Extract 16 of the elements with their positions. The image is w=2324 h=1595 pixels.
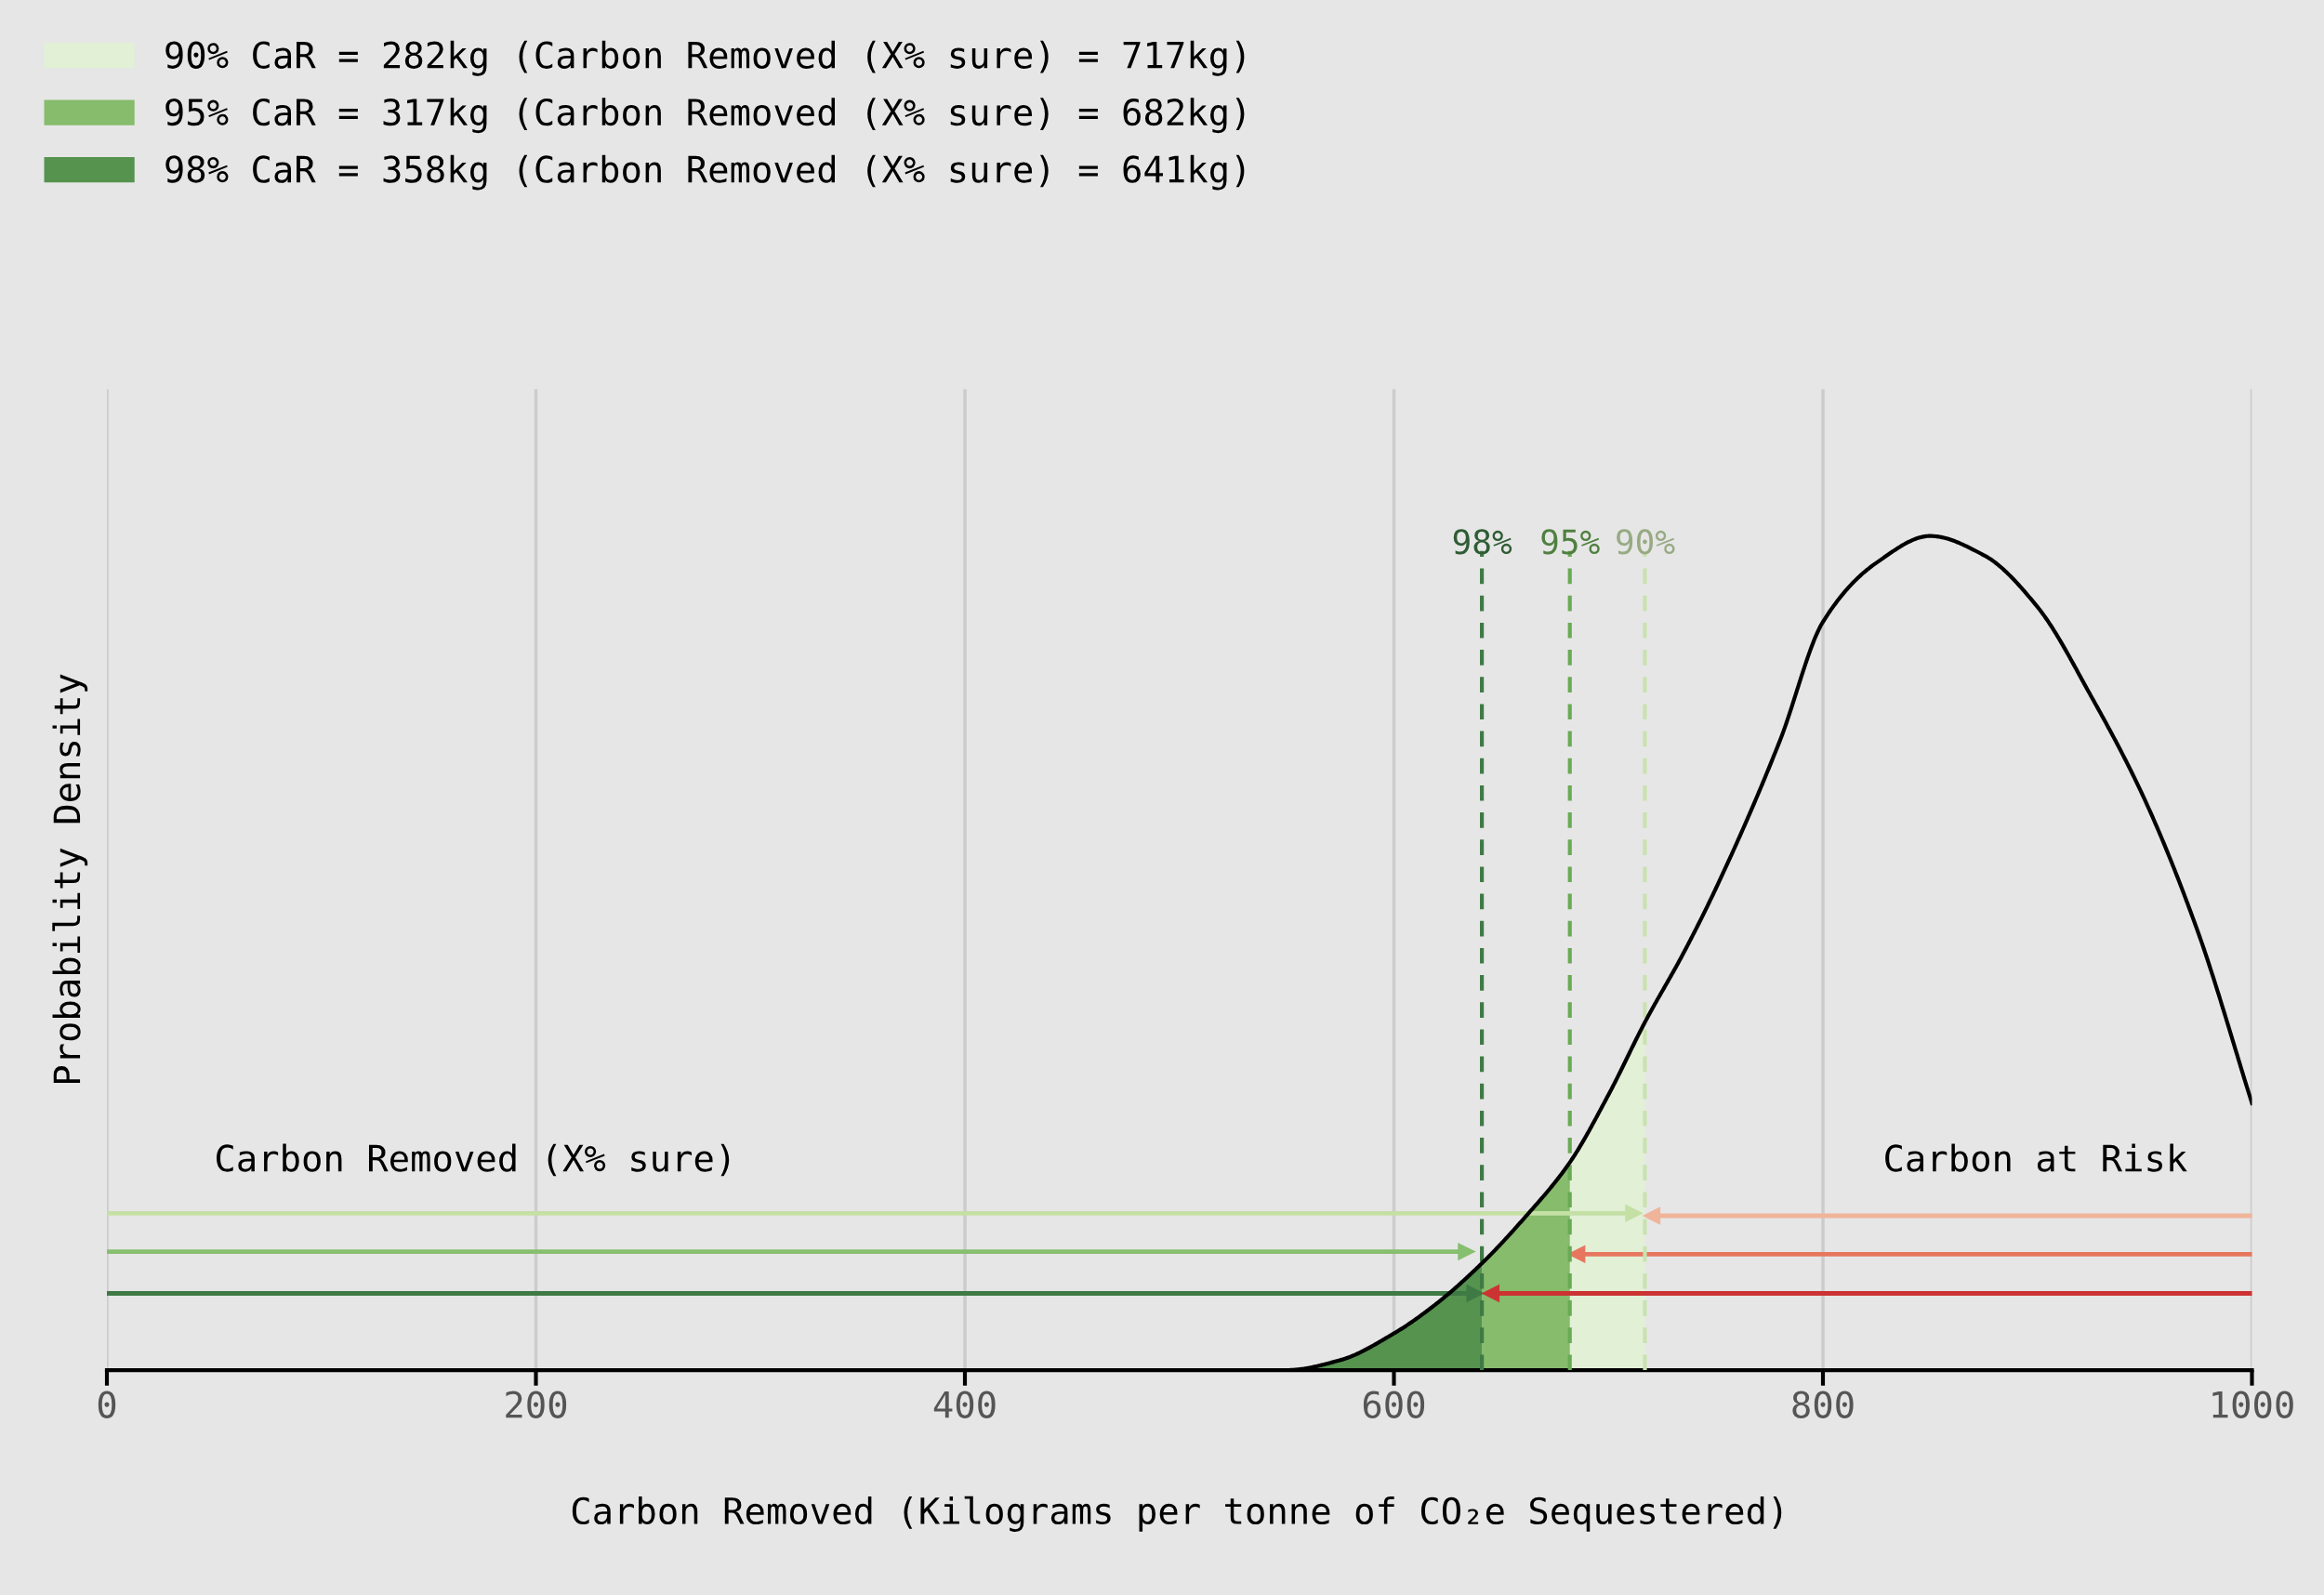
x-tick-label: 800	[1792, 1391, 1854, 1418]
legend-label: 98% CaR = 358kg (Carbon Removed (X% sure) = 641kg)	[165, 154, 1245, 191]
x-tick-label: 400	[933, 1391, 996, 1418]
legend-label: 95% CaR = 317kg (Carbon Removed (X% sure) = 682kg)	[165, 98, 1245, 134]
x-tick-label: 0	[98, 1391, 116, 1418]
annotation: 90%	[1617, 529, 1675, 555]
y-axis-title: Probability Density	[52, 674, 88, 1084]
x-tick-label: 600	[1363, 1391, 1425, 1418]
annotation: 95%	[1541, 529, 1600, 555]
x-tick-label: 1000	[2212, 1391, 2293, 1418]
annotation: Carbon Removed (X% sure)	[217, 1143, 730, 1177]
legend-label: 90% CaR = 282kg (Carbon Removed (X% sure) = 717kg)	[165, 40, 1245, 76]
x-tick-label: 200	[506, 1391, 567, 1418]
annotation: 98%	[1453, 529, 1512, 555]
x-axis-title: Carbon Removed (Kilograms per tonne of CO₂e Sequestered)	[572, 1496, 1782, 1532]
annotation: Carbon at Risk	[1885, 1143, 2187, 1172]
